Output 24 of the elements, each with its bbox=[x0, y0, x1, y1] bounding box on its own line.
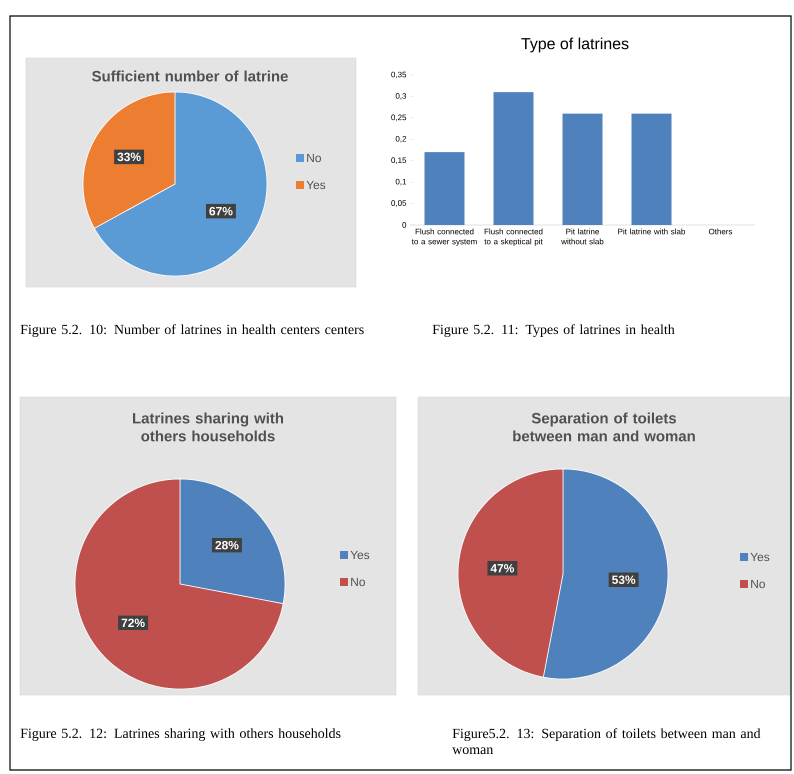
caption: Figure5.2. 13: Separation of toilets between man and woman bbox=[452, 728, 760, 754]
bar bbox=[494, 92, 534, 225]
chart-title: Latrines sharing with others households bbox=[133, 412, 284, 442]
legend-label: Yes bbox=[306, 180, 326, 190]
data-label: 53% bbox=[612, 575, 636, 584]
chart-title: Separation of toilets between man and woman bbox=[513, 412, 695, 442]
data-label: 33% bbox=[117, 152, 141, 162]
data-label: 67% bbox=[209, 206, 233, 216]
data-label: 28% bbox=[215, 540, 239, 550]
bar bbox=[424, 152, 465, 225]
caption: Figure 5.2. 12: Latrines sharing with others households bbox=[20, 728, 340, 741]
data-label: 47% bbox=[490, 564, 514, 572]
chart-title: Type of latrines bbox=[521, 38, 628, 52]
legend-label: Yes bbox=[350, 550, 370, 560]
legend-label: No bbox=[351, 578, 365, 586]
caption: Figure 5.2. 10: Number of latrines in health centers centers bbox=[20, 324, 364, 338]
bar bbox=[562, 114, 603, 225]
chart-title: Sufficient number of latrine bbox=[92, 70, 288, 82]
legend-label: Yes bbox=[750, 552, 770, 562]
legend-label: No bbox=[307, 154, 321, 162]
caption: Figure 5.2. 11: Types of latrines in health bbox=[432, 324, 675, 338]
bar bbox=[632, 114, 672, 225]
legend-label: No bbox=[751, 580, 765, 588]
data-label: 72% bbox=[122, 618, 145, 628]
